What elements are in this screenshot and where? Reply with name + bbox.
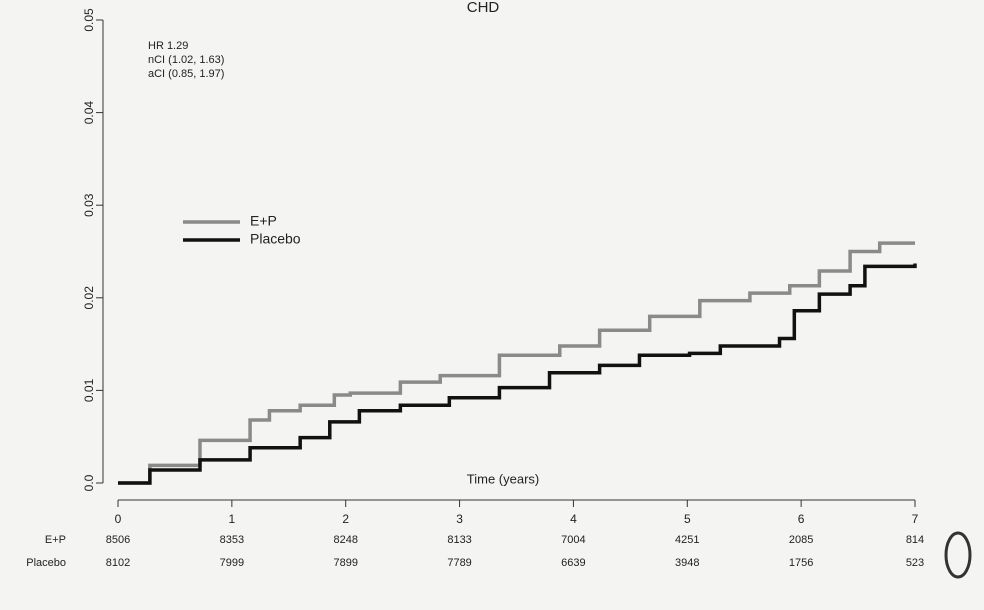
risk-count: 8506	[106, 534, 130, 546]
risk-count: 523	[906, 557, 924, 569]
x-tick-label: 2	[342, 512, 349, 526]
risk-row-label: Placebo	[26, 557, 66, 569]
step-line	[118, 241, 915, 485]
x-tick-label: 4	[570, 512, 577, 526]
logo-shape	[944, 531, 972, 579]
legend-label: Placebo	[250, 231, 301, 247]
annotation: aCI (0.85, 1.97)	[148, 68, 224, 80]
y-tick-label: 0.05	[82, 8, 96, 32]
x-tick-label: 3	[456, 512, 463, 526]
x-tick-label: 1	[229, 512, 236, 526]
logo	[944, 531, 972, 579]
annotation: HR 1.29	[148, 40, 188, 52]
step-line	[118, 263, 917, 485]
risk-count: 6639	[561, 557, 585, 569]
y-tick-label: 0.04	[82, 101, 96, 125]
risk-count: 3948	[675, 557, 699, 569]
y-tick-label: 0.02	[82, 286, 96, 310]
risk-count: 8102	[106, 557, 130, 569]
risk-count: 7004	[561, 534, 585, 546]
y-tick-label: 0.01	[82, 378, 96, 402]
risk-count: 2085	[789, 534, 813, 546]
annotation: nCI (1.02, 1.63)	[148, 54, 224, 66]
x-tick-label: 7	[912, 512, 919, 526]
x-tick-label: 6	[798, 512, 805, 526]
risk-count: 7999	[220, 557, 244, 569]
legend-label: E+P	[250, 213, 277, 229]
x-tick-label: 5	[684, 512, 691, 526]
risk-count: 4251	[675, 534, 699, 546]
risk-row-label: E+P	[45, 534, 66, 546]
y-tick-label: 0.0	[82, 474, 96, 491]
chart-title: CHD	[467, 0, 500, 16]
x-axis-label: Time (years)	[467, 471, 539, 486]
risk-count: 7789	[447, 557, 471, 569]
risk-count: 7899	[333, 557, 357, 569]
risk-count: 8248	[333, 534, 357, 546]
x-tick-label: 0	[115, 512, 122, 526]
risk-count: 8353	[220, 534, 244, 546]
y-tick-label: 0.03	[82, 193, 96, 217]
risk-count: 814	[906, 534, 924, 546]
risk-count: 1756	[789, 557, 813, 569]
risk-count: 8133	[447, 534, 471, 546]
